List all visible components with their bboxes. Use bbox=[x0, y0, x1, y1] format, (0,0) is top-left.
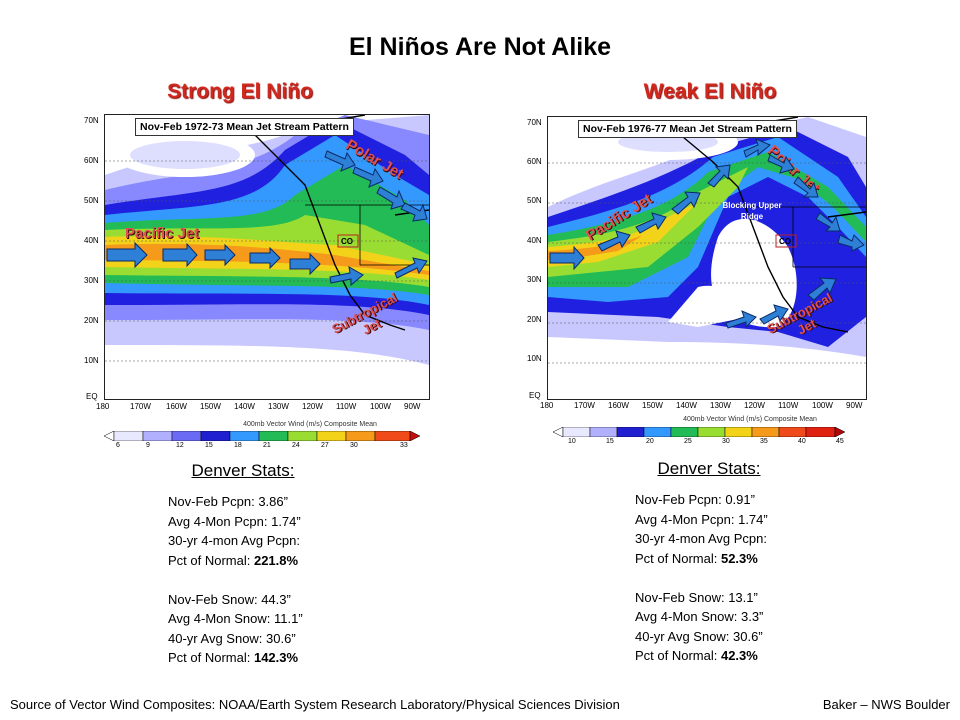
left-stat-line: 40-yr Avg Snow: 30.6” bbox=[168, 630, 296, 646]
right-blocking-ridge-label: Blocking Upper Ridge bbox=[722, 201, 782, 221]
right-stat-line: Nov-Feb Snow: 13.1” bbox=[635, 589, 758, 605]
right-denver-stats-heading: Denver Stats: bbox=[657, 459, 761, 478]
right-cbar-15: 15 bbox=[606, 438, 614, 445]
right-lat-60n: 60N bbox=[527, 157, 542, 166]
right-lat-20n: 20N bbox=[527, 315, 542, 324]
right-lon-90w: 90W bbox=[846, 401, 863, 410]
left-cbar-9: 9 bbox=[146, 442, 150, 449]
right-stat-line: Nov-Feb Pcpn: 0.91” bbox=[635, 492, 755, 507]
left-lon-100w: 100W bbox=[370, 402, 391, 411]
left-jet-arrows bbox=[106, 150, 428, 287]
right-stat-line: Avg 4-Mon Snow: 3.3” bbox=[635, 609, 764, 624]
right-map-title: Nov-Feb 1976-77 Mean Jet Stream Pattern bbox=[578, 120, 797, 138]
left-cbar-21: 21 bbox=[263, 442, 271, 449]
left-map-footnote: 400mb Vector Wind (m/s) Composite Mean bbox=[243, 421, 377, 428]
right-cbar-35: 35 bbox=[760, 438, 768, 445]
left-wind-field bbox=[105, 115, 429, 399]
left-cbar-18: 18 bbox=[234, 442, 242, 449]
right-cbar-20: 20 bbox=[646, 438, 654, 445]
right-lat-30n: 30N bbox=[527, 275, 542, 284]
right-stat-line: Pct of Normal: 42.3% bbox=[635, 648, 758, 663]
left-stat-line: Pct of Normal: 142.3% bbox=[168, 650, 299, 665]
right-stat-line bbox=[635, 568, 768, 588]
left-map-title: Nov-Feb 1972-73 Mean Jet Stream Pattern bbox=[135, 118, 354, 136]
right-lat-50n: 50N bbox=[527, 196, 542, 205]
right-lat-10n: 10N bbox=[527, 354, 542, 363]
right-jet-arrows bbox=[549, 138, 865, 329]
right-lat-eq: EQ bbox=[529, 391, 541, 400]
left-lat-20n: 20N bbox=[84, 316, 99, 325]
author-credit: Baker – NWS Boulder bbox=[822, 697, 950, 712]
right-cbar-25: 25 bbox=[684, 438, 692, 445]
left-stat-line: 30-yr 4-mon Avg Pcpn: bbox=[168, 533, 300, 548]
left-lon-170w: 170W bbox=[130, 402, 151, 411]
left-lat-70n: 70N bbox=[84, 116, 99, 125]
right-lon-110w: 110W bbox=[778, 401, 799, 410]
left-lat-30n: 30N bbox=[84, 276, 99, 285]
right-stat-line: Avg 4-Mon Pcpn: 1.74” bbox=[635, 511, 768, 527]
left-cbar-30: 30 bbox=[350, 442, 358, 449]
left-pacific-jet-label: Pacific Jet bbox=[125, 225, 200, 242]
left-jet-stream-map: Nov-Feb 1972-73 Mean Jet Stream Pattern … bbox=[104, 114, 430, 400]
left-cbar-27: 27 bbox=[321, 442, 329, 449]
left-denver-stats-heading: Denver Stats: bbox=[191, 461, 295, 480]
left-cbar-6: 6 bbox=[116, 442, 120, 449]
left-lat-40n: 40N bbox=[84, 236, 99, 245]
right-lat-40n: 40N bbox=[527, 236, 542, 245]
left-lon-120w: 120W bbox=[302, 402, 323, 411]
left-stat-line: Nov-Feb Pcpn: 3.86” bbox=[168, 494, 288, 509]
right-wind-field bbox=[548, 117, 866, 399]
left-lon-130w: 130W bbox=[268, 402, 289, 411]
left-denver-stats: Nov-Feb Pcpn: 3.86” Avg 4-Mon Pcpn: 1.74… bbox=[168, 492, 303, 668]
right-colorbar bbox=[553, 427, 845, 437]
source-note: Source of Vector Wind Composites: NOAA/E… bbox=[10, 697, 620, 712]
right-co-label: CO bbox=[779, 237, 791, 246]
left-lon-160w: 160W bbox=[166, 402, 187, 411]
left-lat-60n: 60N bbox=[84, 156, 99, 165]
right-lon-120w: 120W bbox=[744, 401, 765, 410]
left-lat-50n: 50N bbox=[84, 196, 99, 205]
right-stat-line: Pct of Normal: 52.3% bbox=[635, 550, 758, 566]
left-lat-eq: EQ bbox=[86, 392, 98, 401]
left-stat-line: Avg 4-Mon Snow: 11.1” bbox=[168, 611, 303, 626]
left-lon-90w: 90W bbox=[404, 402, 421, 411]
left-cbar-12: 12 bbox=[176, 442, 184, 449]
left-stat-line: Pct of Normal: 221.8% bbox=[168, 552, 299, 568]
left-stat-line bbox=[168, 570, 303, 590]
left-cbar-15: 15 bbox=[205, 442, 213, 449]
right-lon-130w: 130W bbox=[710, 401, 731, 410]
right-cbar-45: 45 bbox=[836, 438, 844, 445]
right-cbar-30: 30 bbox=[722, 438, 730, 445]
right-lon-160w: 160W bbox=[608, 401, 629, 410]
right-lon-180: 180 bbox=[540, 401, 554, 410]
right-stat-line: 40-yr Avg Snow: 30.6” bbox=[635, 628, 763, 644]
left-cbar-33: 33 bbox=[400, 442, 408, 449]
right-lat-70n: 70N bbox=[527, 118, 542, 127]
left-stat-line: Nov-Feb Snow: 44.3” bbox=[168, 591, 291, 607]
left-lon-180: 180 bbox=[96, 402, 110, 411]
right-cbar-10: 10 bbox=[568, 438, 576, 445]
strong-el-nino-heading: Strong El Niño bbox=[167, 80, 313, 103]
left-lon-110w: 110W bbox=[336, 402, 357, 411]
left-co-label: CO bbox=[341, 237, 353, 246]
right-lon-150w: 150W bbox=[642, 401, 663, 410]
left-cbar-24: 24 bbox=[292, 442, 300, 449]
right-stat-line: 30-yr 4-mon Avg Pcpn: bbox=[635, 531, 767, 546]
right-denver-stats: Nov-Feb Pcpn: 0.91” Avg 4-Mon Pcpn: 1.74… bbox=[635, 490, 768, 666]
right-lon-100w: 100W bbox=[812, 401, 833, 410]
right-jet-stream-map: Nov-Feb 1976-77 Mean Jet Stream Pattern … bbox=[547, 116, 867, 400]
right-lon-140w: 140W bbox=[676, 401, 697, 410]
slide-title: El Niños Are Not Alike bbox=[348, 33, 612, 61]
weak-el-nino-heading: Weak El Niño bbox=[643, 80, 777, 103]
left-lon-150w: 150W bbox=[200, 402, 221, 411]
left-lat-10n: 10N bbox=[84, 356, 99, 365]
left-lon-140w: 140W bbox=[234, 402, 255, 411]
left-stat-line: Avg 4-Mon Pcpn: 1.74” bbox=[168, 513, 301, 529]
right-lon-170w: 170W bbox=[574, 401, 595, 410]
right-cbar-40: 40 bbox=[798, 438, 806, 445]
left-colorbar bbox=[104, 431, 420, 441]
right-map-footnote: 400mb Vector Wind (m/s) Composite Mean bbox=[683, 416, 817, 423]
